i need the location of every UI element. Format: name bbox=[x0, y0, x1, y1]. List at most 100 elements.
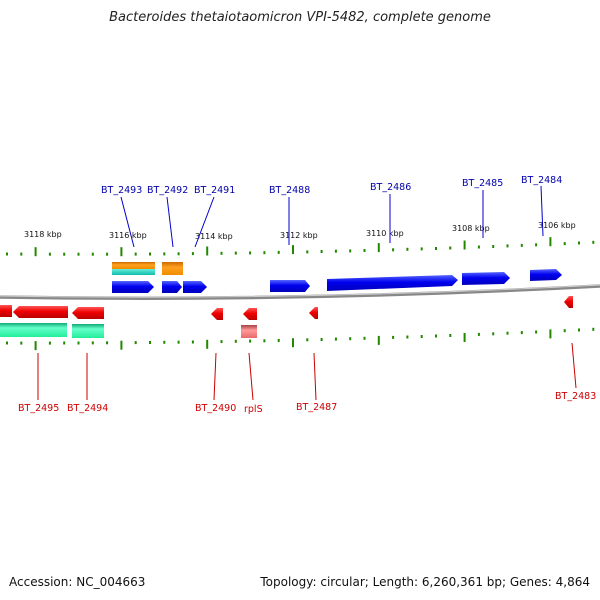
minor-tick bbox=[177, 340, 180, 344]
minor-tick bbox=[449, 334, 452, 337]
minor-tick bbox=[263, 251, 266, 255]
minor-tick bbox=[449, 246, 452, 250]
minor-tick bbox=[48, 341, 51, 345]
minor-tick bbox=[520, 331, 523, 335]
orange-feature bbox=[162, 262, 183, 275]
scale-label: 3114 kbp bbox=[195, 232, 233, 241]
minor-tick bbox=[492, 245, 495, 248]
minor-tick bbox=[349, 249, 352, 253]
minor-tick bbox=[420, 335, 423, 338]
major-tick bbox=[292, 245, 294, 255]
minor-tick bbox=[249, 251, 252, 255]
gene-arrow-BT_2488[interactable] bbox=[270, 280, 310, 292]
gene-label: BT_2487 bbox=[296, 402, 337, 413]
minor-tick bbox=[363, 336, 366, 340]
major-tick bbox=[120, 340, 123, 350]
gene-arrow-BT_2490[interactable] bbox=[211, 308, 223, 320]
scale-labels: 3118 kbp 3116 kbp 3114 kbp 3112 kbp 3110… bbox=[24, 221, 576, 241]
green-feature bbox=[0, 323, 67, 337]
minor-tick bbox=[234, 339, 237, 343]
gene-label: BT_2483 bbox=[555, 391, 596, 402]
minor-tick bbox=[91, 252, 94, 256]
minor-tick bbox=[392, 248, 395, 252]
minor-tick bbox=[149, 341, 151, 344]
lower-scale-ticks bbox=[6, 327, 595, 351]
gene-arrow-BT_2486[interactable] bbox=[327, 275, 458, 291]
minor-tick bbox=[578, 241, 580, 245]
minor-tick bbox=[106, 252, 109, 256]
minor-tick bbox=[6, 341, 8, 345]
minor-tick bbox=[477, 245, 480, 249]
gene-arrow-rplS[interactable] bbox=[243, 308, 257, 320]
minor-tick bbox=[163, 340, 166, 344]
forward-labels: BT_2493 BT_2492 BT_2491 BT_2488 BT_2486 … bbox=[101, 175, 562, 196]
reverse-strand bbox=[0, 296, 573, 320]
scale-label: 3118 kbp bbox=[24, 230, 62, 239]
orange-feature bbox=[112, 262, 155, 269]
backbone-highlight bbox=[0, 284, 600, 298]
minor-tick bbox=[435, 334, 437, 338]
gene-arrow-BT_2483[interactable] bbox=[564, 296, 573, 308]
minor-tick bbox=[320, 338, 323, 341]
gene-arrow-BT_2487[interactable] bbox=[309, 307, 318, 319]
gene-label: BT_2491 bbox=[194, 185, 235, 196]
minor-tick bbox=[149, 252, 151, 256]
minor-tick bbox=[535, 243, 538, 247]
minor-tick bbox=[578, 328, 580, 332]
minor-tick bbox=[320, 250, 323, 253]
minor-tick bbox=[191, 340, 194, 344]
gene-label: BT_2495 bbox=[18, 403, 59, 414]
gene-label: BT_2492 bbox=[147, 185, 188, 196]
minor-tick bbox=[506, 244, 509, 248]
minor-tick bbox=[220, 251, 223, 255]
accession-text: Accession: NC_004663 bbox=[9, 575, 146, 589]
reverse-labels: BT_2495 BT_2494 BT_2490 rplS BT_2487 BT_… bbox=[18, 391, 596, 415]
teal-feature bbox=[112, 269, 155, 275]
minor-tick bbox=[134, 252, 137, 256]
minor-tick bbox=[277, 339, 280, 342]
major-tick bbox=[292, 338, 294, 348]
major-tick bbox=[34, 341, 37, 351]
gene-arrow-BT_2491[interactable] bbox=[183, 281, 207, 293]
scale-label: 3116 kbp bbox=[109, 231, 147, 240]
minor-tick bbox=[20, 341, 23, 345]
gene-arrow-BT_2494[interactable] bbox=[72, 307, 104, 319]
gene-label: BT_2486 bbox=[370, 182, 411, 193]
gene-label: BT_2488 bbox=[269, 185, 310, 196]
gene-arrow-BT_2484[interactable] bbox=[530, 269, 562, 281]
minor-tick bbox=[163, 252, 166, 256]
major-tick bbox=[463, 240, 466, 250]
minor-tick bbox=[77, 341, 80, 345]
gene-label: BT_2484 bbox=[521, 175, 562, 186]
minor-tick bbox=[563, 242, 566, 246]
gene-arrow-BT_2492[interactable] bbox=[162, 281, 182, 293]
minor-tick bbox=[63, 252, 66, 256]
gene-arrow-BT_2495[interactable] bbox=[13, 306, 68, 318]
topology-summary: Topology: circular; Length: 6,260,361 bp… bbox=[260, 575, 590, 589]
minor-tick bbox=[48, 252, 51, 256]
minor-tick bbox=[392, 335, 395, 339]
minor-tick bbox=[592, 327, 595, 331]
minor-tick bbox=[334, 337, 337, 341]
minor-tick bbox=[249, 339, 252, 343]
forward-strand bbox=[112, 269, 562, 293]
gene-arrow-partial[interactable] bbox=[0, 305, 12, 317]
major-tick bbox=[206, 246, 209, 256]
major-tick bbox=[549, 329, 552, 339]
minor-tick bbox=[234, 251, 237, 255]
minor-tick bbox=[406, 247, 409, 251]
gene-arrow-BT_2485[interactable] bbox=[462, 272, 510, 285]
gene-label: BT_2485 bbox=[462, 178, 503, 189]
rna-feature bbox=[241, 325, 257, 338]
minor-tick bbox=[306, 338, 309, 342]
gene-arrow-BT_2493[interactable] bbox=[112, 281, 154, 293]
major-tick bbox=[206, 339, 209, 349]
minor-tick bbox=[134, 341, 137, 345]
minor-tick bbox=[420, 247, 423, 251]
major-tick bbox=[463, 333, 466, 342]
minor-tick bbox=[91, 341, 94, 345]
minor-tick bbox=[492, 332, 495, 336]
minor-tick bbox=[477, 332, 480, 336]
minor-tick bbox=[177, 252, 180, 256]
